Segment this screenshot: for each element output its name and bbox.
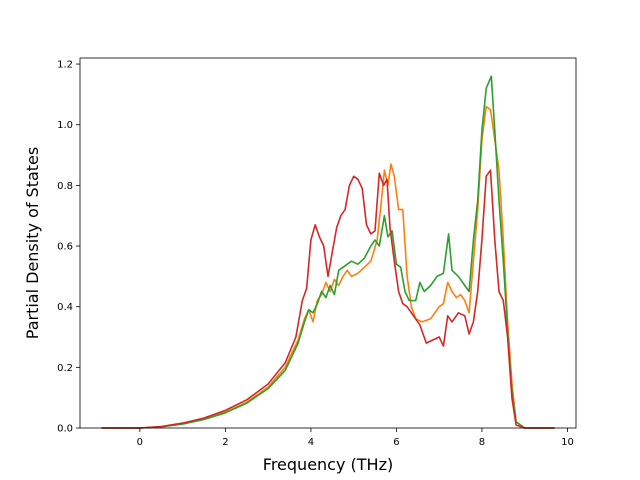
y-tick-label: 1.0 bbox=[57, 120, 73, 131]
y-tick-label: 0.4 bbox=[57, 302, 73, 313]
x-tick-label: 6 bbox=[393, 437, 399, 448]
x-axis-label: Frequency (THz) bbox=[263, 455, 393, 474]
series-layer bbox=[101, 75, 555, 429]
x-tick-label: 2 bbox=[222, 437, 228, 448]
y-tick-label: 1.2 bbox=[57, 60, 73, 71]
x-tick-label: 0 bbox=[137, 437, 143, 448]
y-tick-label: 0.0 bbox=[57, 424, 73, 435]
x-axis-ticks: 0 2 4 6 8 10 bbox=[137, 428, 574, 448]
y-axis-ticks: 0.0 0.2 0.4 0.6 0.8 1.0 1.2 bbox=[57, 60, 80, 435]
plot-area-frame bbox=[79, 57, 577, 429]
y-tick-label: 0.6 bbox=[57, 242, 73, 253]
y-tick-label: 0.8 bbox=[57, 181, 73, 192]
x-tick-label: 10 bbox=[561, 437, 574, 448]
y-tick-label: 0.2 bbox=[57, 363, 73, 374]
series-line-1 bbox=[101, 105, 555, 429]
y-axis-label: Partial Density of States bbox=[23, 147, 42, 339]
x-tick-label: 8 bbox=[479, 437, 485, 448]
series-line-3 bbox=[101, 169, 555, 429]
x-tick-label: 4 bbox=[308, 437, 314, 448]
